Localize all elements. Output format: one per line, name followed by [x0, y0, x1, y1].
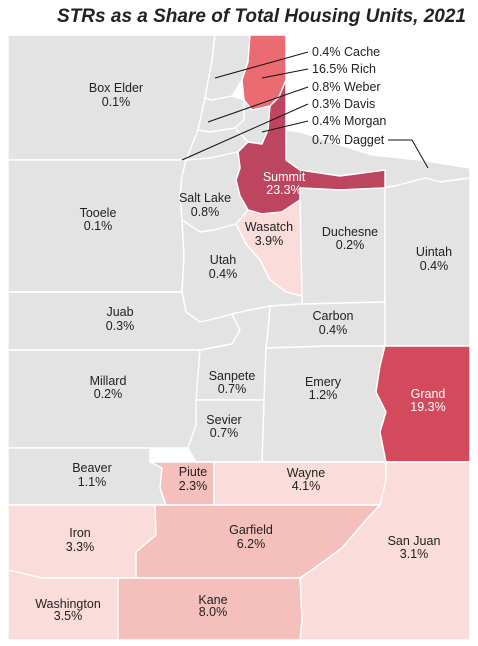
- callout-davis: 0.3% Davis: [312, 97, 375, 111]
- leader-morgan: [261, 120, 309, 133]
- callout-weber: 0.8% Weber: [312, 80, 381, 94]
- label-duchesne-name: Duchesne: [322, 225, 378, 239]
- label-summit-name: Summit: [263, 170, 306, 184]
- callout-rich: 16.5% Rich: [312, 62, 376, 76]
- label-wasatch-name: Wasatch: [245, 220, 293, 234]
- label-uintah-name: Uintah: [416, 245, 452, 259]
- label-tooele-value: 0.1%: [84, 219, 113, 233]
- label-garfield-value: 6.2%: [237, 537, 266, 551]
- label-emery-name: Emery: [305, 375, 342, 389]
- callout-cache: 0.4% Cache: [312, 45, 380, 59]
- callout-labels: 0.4% Cache 16.5% Rich 0.8% Weber 0.3% Da…: [312, 45, 386, 147]
- label-juab-value: 0.3%: [106, 319, 135, 333]
- label-piute-name: Piute: [179, 465, 208, 479]
- leader-weber: [207, 86, 309, 123]
- county-emery[interactable]: [261, 345, 387, 463]
- label-iron-value: 3.3%: [66, 540, 95, 554]
- label-salt-lake-name: Salt Lake: [179, 191, 231, 205]
- label-wayne-value: 4.1%: [292, 479, 321, 493]
- label-summit-value: 23.3%: [266, 183, 301, 197]
- label-san-juan-name: San Juan: [388, 534, 441, 548]
- label-washington-value: 3.5%: [54, 609, 83, 623]
- label-uintah-value: 0.4%: [420, 259, 449, 273]
- label-millard-name: Millard: [90, 374, 127, 388]
- leader-davis: [181, 103, 309, 161]
- map-title: STRs as a Share of Total Housing Units, …: [57, 6, 466, 27]
- label-sevier-name: Sevier: [206, 413, 241, 427]
- label-carbon-value: 0.4%: [319, 323, 348, 337]
- label-iron-name: Iron: [69, 526, 91, 540]
- label-sevier-value: 0.7%: [210, 426, 239, 440]
- label-duchesne-value: 0.2%: [336, 238, 365, 252]
- leader-cache: [214, 51, 309, 79]
- label-grand-name: Grand: [411, 387, 446, 401]
- label-sanpete-value: 0.7%: [218, 382, 247, 396]
- label-garfield-name: Garfield: [229, 523, 273, 537]
- label-wasatch-value: 3.9%: [255, 234, 284, 248]
- label-emery-value: 1.2%: [309, 388, 338, 402]
- label-piute-value: 2.3%: [179, 479, 208, 493]
- label-millard-value: 0.2%: [94, 387, 123, 401]
- label-box-elder-name: Box Elder: [89, 81, 143, 95]
- label-salt-lake-value: 0.8%: [191, 205, 220, 219]
- callout-leaders: [181, 51, 429, 169]
- label-juab-name: Juab: [106, 305, 133, 319]
- county-kane[interactable]: [117, 577, 303, 641]
- label-box-elder-value: 0.1%: [102, 95, 131, 109]
- callout-morgan: 0.4% Morgan: [312, 114, 386, 128]
- callout-daggett: 0.7% Dagget: [312, 133, 385, 147]
- county-san-juan[interactable]: [299, 461, 471, 641]
- county-labels: Box Elder 0.1% Summit 23.3% Salt Lake 0.8% …: [35, 81, 452, 623]
- leader-rich: [261, 68, 309, 79]
- label-kane-name: Kane: [198, 593, 227, 607]
- label-utah-name: Utah: [210, 253, 236, 267]
- label-utah-value: 0.4%: [209, 267, 238, 281]
- label-beaver-name: Beaver: [72, 461, 112, 475]
- label-carbon-name: Carbon: [313, 309, 354, 323]
- label-grand-value: 19.3%: [410, 400, 445, 414]
- label-kane-value: 8.0%: [199, 605, 228, 619]
- label-beaver-value: 1.1%: [78, 475, 107, 489]
- label-washington-name: Washington: [35, 597, 101, 611]
- county-grand[interactable]: [375, 345, 471, 463]
- leader-daggett: [388, 139, 429, 169]
- label-tooele-name: Tooele: [80, 206, 117, 220]
- label-wayne-name: Wayne: [287, 466, 325, 480]
- label-sanpete-name: Sanpete: [209, 369, 256, 383]
- counties-layer: [7, 34, 471, 641]
- label-san-juan-value: 3.1%: [400, 547, 429, 561]
